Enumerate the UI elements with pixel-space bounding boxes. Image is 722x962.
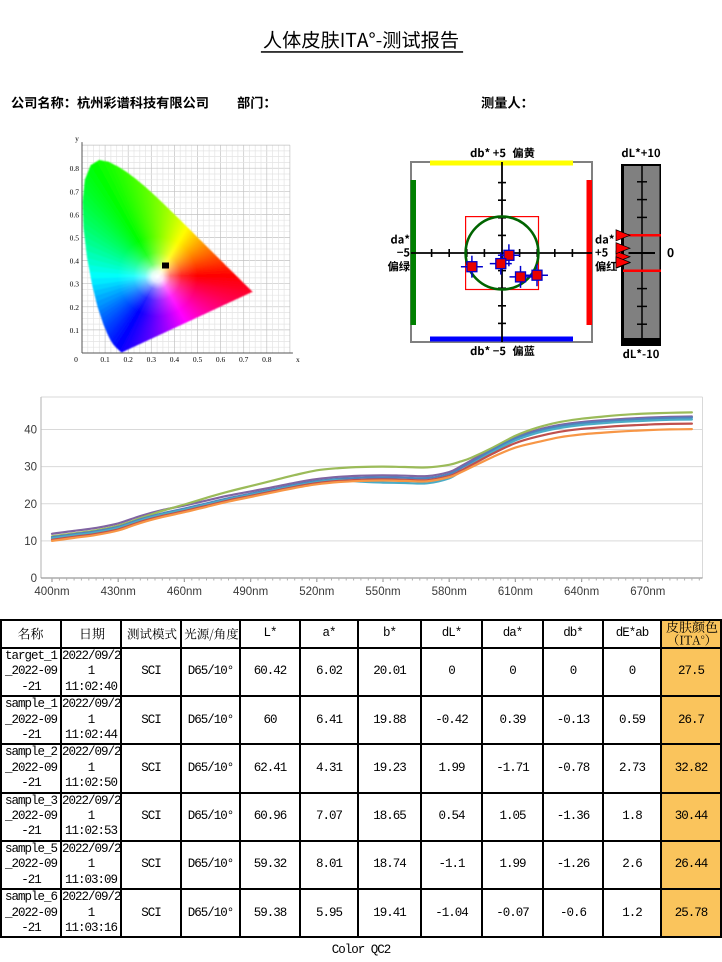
svg-text:0.7: 0.7 bbox=[70, 187, 80, 196]
svg-text:10: 10 bbox=[24, 536, 37, 548]
svg-text:0: 0 bbox=[31, 573, 37, 585]
svg-text:670nm: 670nm bbox=[630, 586, 665, 598]
svg-text:0.2: 0.2 bbox=[124, 355, 134, 364]
svg-text:0.1: 0.1 bbox=[100, 355, 110, 364]
svg-text:490nm: 490nm bbox=[233, 586, 268, 598]
svg-text:0.5: 0.5 bbox=[70, 234, 80, 243]
svg-text:550nm: 550nm bbox=[365, 586, 400, 598]
svg-text:0.6: 0.6 bbox=[70, 210, 80, 219]
svg-text:520nm: 520nm bbox=[299, 586, 334, 598]
svg-text:y: y bbox=[75, 136, 79, 143]
svg-text:0.1: 0.1 bbox=[70, 326, 80, 335]
svg-text:0.5: 0.5 bbox=[193, 355, 203, 364]
svg-text:0.8: 0.8 bbox=[262, 355, 272, 364]
svg-text:0.7: 0.7 bbox=[239, 355, 249, 364]
svg-text:0.4: 0.4 bbox=[170, 355, 180, 364]
svg-text:x: x bbox=[296, 355, 300, 364]
svg-text:610nm: 610nm bbox=[498, 586, 533, 598]
svg-text:0.8: 0.8 bbox=[70, 164, 80, 173]
svg-text:0.3: 0.3 bbox=[147, 355, 157, 364]
svg-text:580nm: 580nm bbox=[432, 586, 467, 598]
svg-text:40: 40 bbox=[24, 425, 37, 437]
svg-text:20: 20 bbox=[24, 499, 37, 511]
svg-text:0: 0 bbox=[74, 355, 78, 364]
svg-text:460nm: 460nm bbox=[167, 586, 202, 598]
svg-text:430nm: 430nm bbox=[101, 586, 136, 598]
svg-text:400nm: 400nm bbox=[34, 586, 69, 598]
svg-text:0.4: 0.4 bbox=[70, 257, 80, 266]
svg-text:0.6: 0.6 bbox=[216, 355, 226, 364]
svg-text:640nm: 640nm bbox=[564, 586, 599, 598]
svg-text:0.2: 0.2 bbox=[70, 303, 80, 312]
svg-text:30: 30 bbox=[24, 462, 37, 474]
svg-text:0.3: 0.3 bbox=[70, 280, 80, 289]
